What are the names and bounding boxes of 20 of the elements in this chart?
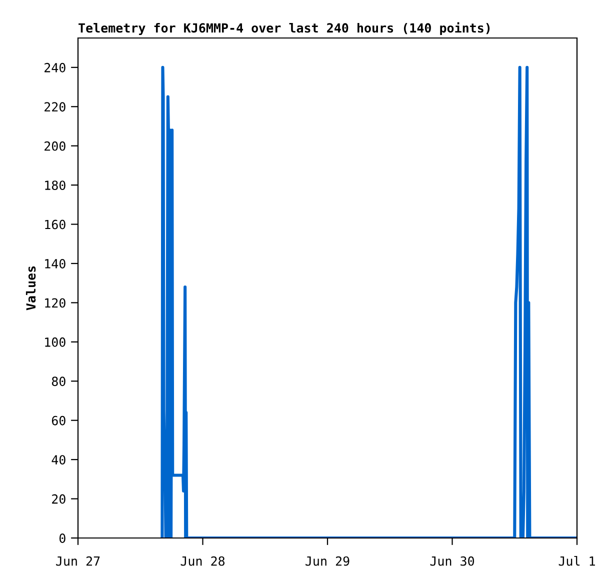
x-tick-label: Jun 29	[306, 556, 350, 566]
chart-title: Telemetry for KJ6MMP-4 over last 240 hours (140 points)	[78, 22, 490, 36]
y-tick-label: 120	[45, 298, 66, 308]
x-tick-label: Jun 30	[430, 556, 474, 566]
y-tick-label: 80	[52, 376, 66, 386]
x-tick-label: Jun 28	[180, 556, 225, 566]
x-tick-label: Jul 1	[558, 556, 595, 566]
y-tick-label: 100	[45, 337, 66, 347]
y-axis-title: Values	[26, 266, 36, 310]
y-tick-label: 160	[45, 220, 66, 230]
y-tick-label: 220	[44, 102, 66, 112]
y-tick-label: 240	[44, 62, 66, 72]
y-tick-label: 200	[44, 141, 66, 151]
y-tick-label: 40	[52, 455, 66, 465]
x-tick-label: Jun 27	[56, 556, 100, 566]
y-tick-label: 20	[52, 494, 66, 504]
y-tick-label: 0	[59, 534, 66, 543]
y-tick-label: 180	[45, 180, 66, 190]
y-tick-label: 140	[45, 258, 66, 268]
y-tick-label: 60	[52, 416, 66, 426]
